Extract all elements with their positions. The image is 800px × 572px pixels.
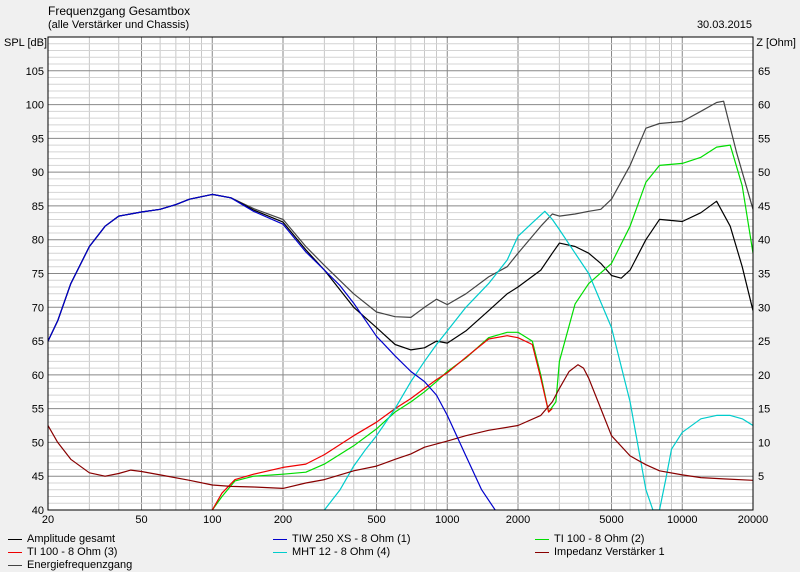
y-tick-label-right: 10	[758, 437, 770, 449]
y-axis-label-right: Z [Ohm]	[756, 37, 796, 49]
series-line-5	[323, 210, 753, 510]
y-tick-label-left: 90	[32, 167, 44, 179]
legend-swatch	[273, 539, 287, 540]
legend-label: TI 100 - 8 Ohm (2)	[554, 533, 645, 545]
x-tick-label: 2000	[506, 514, 530, 526]
y-tick-label-right: 30	[758, 302, 770, 314]
y-tick-label-left: 75	[32, 269, 44, 281]
y-tick-label-right: 55	[758, 133, 770, 145]
y-axis-label-left: SPL [dB]	[4, 37, 48, 49]
chart-subtitle: (alle Verstärker und Chassis)	[48, 19, 190, 31]
legend-swatch	[535, 539, 549, 540]
x-tick-label: 5000	[599, 514, 623, 526]
legend-label: Impedanz Verstärker 1	[554, 546, 665, 558]
y-tick-label-right: 60	[758, 100, 770, 112]
x-tick-label: 500	[367, 514, 385, 526]
plot-frame	[47, 36, 754, 511]
series-line-6	[48, 364, 753, 489]
y-tick-label-left: 95	[32, 133, 44, 145]
y-tick-label-left: 60	[32, 370, 44, 382]
y-tick-label-left: 50	[32, 437, 44, 449]
legend: Amplitude gesamt TIW 250 XS - 8 Ohm (1) TI…	[0, 530, 800, 572]
x-tick-label: 50	[135, 514, 147, 526]
y-tick-label-right: 50	[758, 167, 770, 179]
legend-label: Amplitude gesamt	[27, 533, 116, 545]
y-tick-label-left: 70	[32, 302, 44, 314]
x-tick-label: 100	[203, 514, 221, 526]
chart-title: Frequenzgang Gesamtbox	[48, 4, 191, 18]
x-tick-label: 20	[42, 514, 54, 526]
legend-swatch	[8, 552, 22, 553]
y-tick-label-right: 20	[758, 370, 770, 382]
legend-swatch	[8, 539, 22, 540]
y-tick-label-left: 40	[32, 505, 44, 517]
series-group	[48, 100, 753, 510]
y-tick-label-left: 85	[32, 201, 44, 213]
y-tick-label-right: 35	[758, 269, 770, 281]
legend-label: TIW 250 XS - 8 Ohm (1)	[292, 533, 411, 545]
y-tick-label-left: 100	[26, 100, 44, 112]
y-tick-label-right: 5	[758, 471, 764, 483]
x-tick-label: 200	[274, 514, 292, 526]
legend-label: TI 100 - 8 Ohm (3)	[27, 546, 118, 558]
y-tick-label-left: 105	[26, 66, 44, 78]
x-tick-label: 10000	[667, 514, 698, 526]
frequency-response-chart: 20 50 100 200 500 1000 2000 5000 10000 20000 40 45 5…	[26, 36, 771, 526]
y-tick-label-left: 80	[32, 235, 44, 247]
y-tick-label-left: 45	[32, 471, 44, 483]
tick-labels: 20 50 100 200 500 1000 2000 5000 10000 20000 40 45 5…	[26, 66, 771, 526]
legend-swatch	[273, 552, 287, 553]
y-tick-label-right: 25	[758, 336, 770, 348]
legend-swatch	[535, 552, 549, 553]
legend-label: Energiefrequenzgang	[27, 559, 133, 571]
y-tick-label-right: 40	[758, 235, 770, 247]
legend-label: MHT 12 - 8 Ohm (4)	[292, 546, 391, 558]
chart-date: 30.03.2015	[696, 19, 752, 31]
legend-swatch	[8, 565, 22, 566]
x-tick-label: 20000	[738, 514, 769, 526]
y-tick-label-left: 55	[32, 404, 44, 416]
series-line-2	[48, 193, 496, 510]
x-tick-label: 1000	[435, 514, 459, 526]
y-tick-label-right: 15	[758, 404, 770, 416]
y-tick-label-left: 65	[32, 336, 44, 348]
series-line-3	[211, 144, 753, 510]
series-line-4	[211, 335, 553, 510]
y-tick-label-right: 45	[758, 201, 770, 213]
y-tick-label-right: 65	[758, 66, 770, 78]
